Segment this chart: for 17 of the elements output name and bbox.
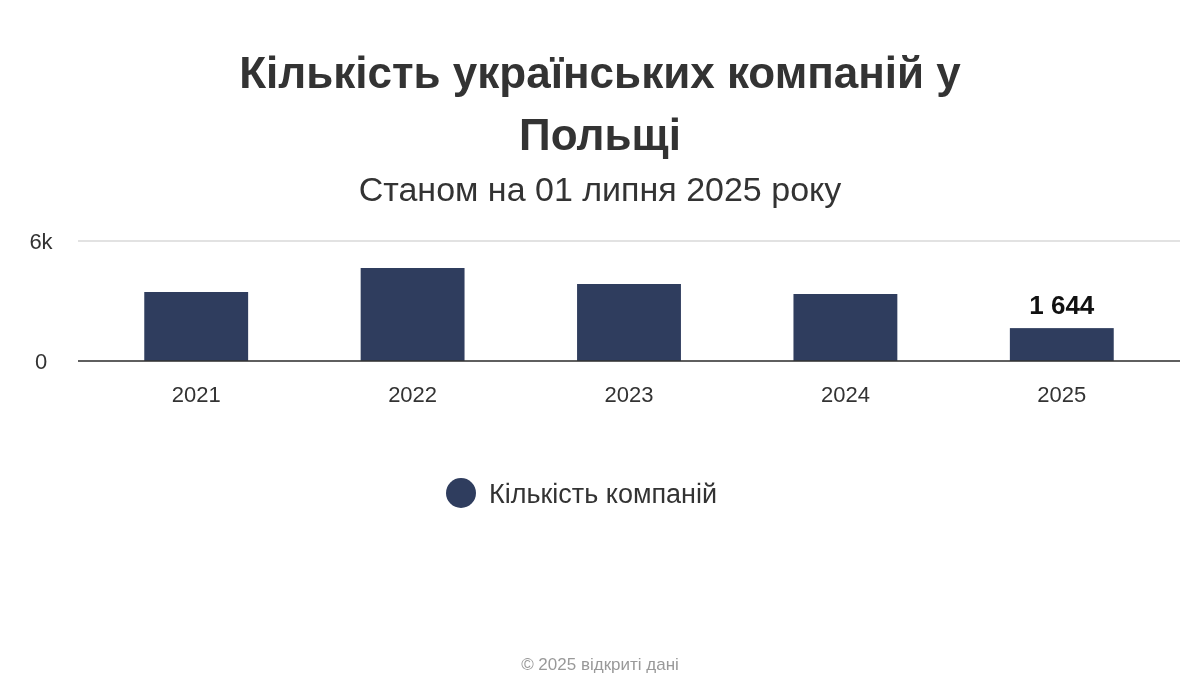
x-tick-label: 2023	[604, 382, 654, 407]
bar	[577, 284, 681, 361]
x-tick-label: 2021	[171, 382, 221, 407]
y-tick-label: 0	[34, 348, 48, 374]
text: © 2025 відкриті дані	[521, 655, 679, 674]
y-tick-label: 6k	[29, 228, 54, 254]
bar	[793, 294, 898, 361]
bar	[1009, 328, 1114, 361]
data-label: 1 644	[1029, 290, 1095, 321]
bar	[360, 268, 465, 361]
bar	[144, 292, 249, 361]
chart-subtitle: Станом на 01 липня 2025 року	[357, 170, 843, 209]
legend-label: Кількість компаній	[489, 479, 718, 509]
x-tick-label: 2025	[1037, 382, 1087, 407]
chart-title: Кількість українських компаній у Польщі	[238, 47, 962, 161]
x-tick-label: 2024	[820, 382, 870, 407]
x-tick-label: 2022	[388, 382, 438, 407]
